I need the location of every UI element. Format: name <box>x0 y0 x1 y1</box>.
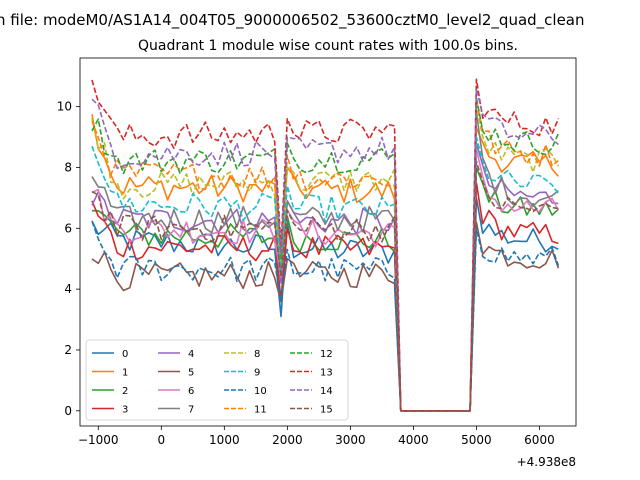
series-line-13 <box>91 78 560 412</box>
series-line-0 <box>91 197 559 412</box>
x-tick-label: 1000 <box>209 433 240 447</box>
legend-label-7: 7 <box>188 405 194 416</box>
x-tick-label: 4000 <box>398 433 429 447</box>
y-tick-label: 0 <box>64 404 72 418</box>
series-line-3 <box>91 181 559 412</box>
axes-frame <box>79 57 577 427</box>
series-line-12 <box>91 96 560 412</box>
legend-label-3: 3 <box>122 405 128 416</box>
legend-label-13: 13 <box>320 368 333 379</box>
legend-label-0: 0 <box>122 349 128 360</box>
series-layer <box>91 78 560 412</box>
x-tick-label: 0 <box>157 433 165 447</box>
y-tick-label: 8 <box>64 160 72 174</box>
x-tick-label: −1000 <box>78 433 119 447</box>
y-tick-label: 2 <box>64 343 72 357</box>
series-line-2 <box>91 166 559 412</box>
series-line-5 <box>91 221 560 412</box>
legend-label-4: 4 <box>188 349 194 360</box>
legend-label-10: 10 <box>254 386 267 397</box>
y-tick-label: 4 <box>64 282 72 296</box>
series-line-14 <box>91 87 559 412</box>
series-line-7 <box>91 111 559 412</box>
x-tick-label: 6000 <box>524 433 555 447</box>
legend-label-12: 12 <box>320 349 333 360</box>
x-tick-label: 2000 <box>272 433 303 447</box>
legend-label-2: 2 <box>122 386 128 397</box>
legend-label-9: 9 <box>254 368 260 379</box>
x-axis-offset-label: +4.938e8 <box>517 455 576 469</box>
series-line-4 <box>91 142 559 412</box>
series-line-11 <box>91 99 559 412</box>
legend-label-8: 8 <box>254 349 260 360</box>
figure-suptitle: h file: modeM0/AS1A14_004T05_9000006502_… <box>0 11 585 30</box>
legend-label-1: 1 <box>122 368 128 379</box>
legend-label-6: 6 <box>188 386 194 397</box>
x-axis: −1000 0 1000 2000 3000 4000 5000 6000 <box>78 426 555 447</box>
y-tick-label: 6 <box>64 221 72 235</box>
y-tick-label: 10 <box>57 100 72 114</box>
y-axis: 0 2 4 6 8 10 <box>57 100 80 418</box>
series-line-10 <box>91 220 560 412</box>
x-tick-label: 5000 <box>461 433 492 447</box>
series-line-8 <box>91 105 560 412</box>
legend-label-5: 5 <box>188 368 194 379</box>
series-line-9 <box>91 136 560 412</box>
chart-title: Quadrant 1 module wise count rates with … <box>138 38 518 54</box>
series-line-6 <box>91 148 560 412</box>
x-tick-label: 3000 <box>335 433 366 447</box>
legend-label-14: 14 <box>320 386 333 397</box>
legend-label-11: 11 <box>254 405 267 416</box>
legend-box <box>85 339 349 421</box>
legend-label-15: 15 <box>320 405 333 416</box>
series-line-15 <box>91 160 559 412</box>
